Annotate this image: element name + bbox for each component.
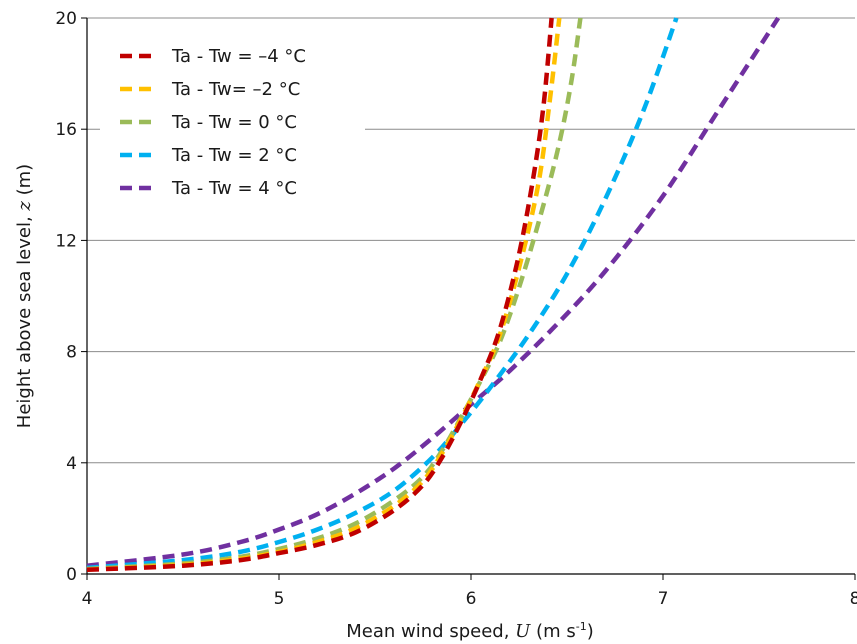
x-tick-label-5: 5	[274, 589, 285, 609]
y-tick-label-16: 16	[55, 120, 77, 140]
legend-item-0: Ta - Tw = –4 °C	[120, 46, 306, 67]
x-tick-label-6: 6	[466, 589, 477, 609]
y-tick-label-12: 12	[55, 231, 77, 251]
x-axis-label-suffix: )	[587, 621, 594, 642]
x-axis-label-sup: -1	[576, 620, 587, 633]
y-tick-label-20: 20	[55, 9, 77, 29]
x-axis-label: Mean wind speed, U (m s-1)	[346, 620, 593, 642]
series-line-0	[86, 17, 554, 573]
y-axis-label-prefix: Height above sea level,	[14, 211, 35, 429]
legend-label-0: Ta - Tw = –4 °C	[171, 46, 306, 67]
x-axis-label-mid: (m s	[530, 621, 575, 642]
axes	[81, 17, 856, 580]
y-axis-label: Height above sea level, z (m)	[14, 164, 35, 428]
legend-background	[100, 28, 365, 228]
x-axis-label-prefix: Mean wind speed,	[346, 621, 515, 642]
x-axis-label-var: U	[515, 621, 531, 642]
y-tick-label-4: 4	[66, 454, 77, 474]
y-axis-label-var: z	[14, 201, 35, 212]
series-lines	[86, 16, 781, 573]
y-axis-label-suffix: (m)	[14, 164, 35, 201]
legend-item-2: Ta - Tw = 0 °C	[120, 112, 297, 133]
y-tick-label-0: 0	[66, 565, 77, 585]
x-tick-label-4: 4	[82, 589, 93, 609]
legend-label-4: Ta - Tw = 4 °C	[171, 178, 297, 199]
legend-item-1: Ta - Tw= –2 °C	[120, 79, 300, 100]
legend: Ta - Tw = –4 °C Ta - Tw= –2 °C Ta - Tw = 0…	[120, 46, 306, 199]
legend-label-3: Ta - Tw = 2 °C	[171, 145, 297, 166]
x-tick-label-7: 7	[658, 589, 669, 609]
legend-item-3: Ta - Tw = 2 °C	[120, 145, 297, 166]
legend-label-1: Ta - Tw= –2 °C	[171, 79, 300, 100]
series-line-4	[86, 16, 781, 568]
x-tick-label-8: 8	[850, 589, 857, 609]
legend-label-2: Ta - Tw = 0 °C	[171, 112, 297, 133]
y-tick-label-8: 8	[66, 343, 77, 363]
series-line-2	[86, 17, 583, 572]
legend-item-4: Ta - Tw = 4 °C	[120, 178, 297, 199]
